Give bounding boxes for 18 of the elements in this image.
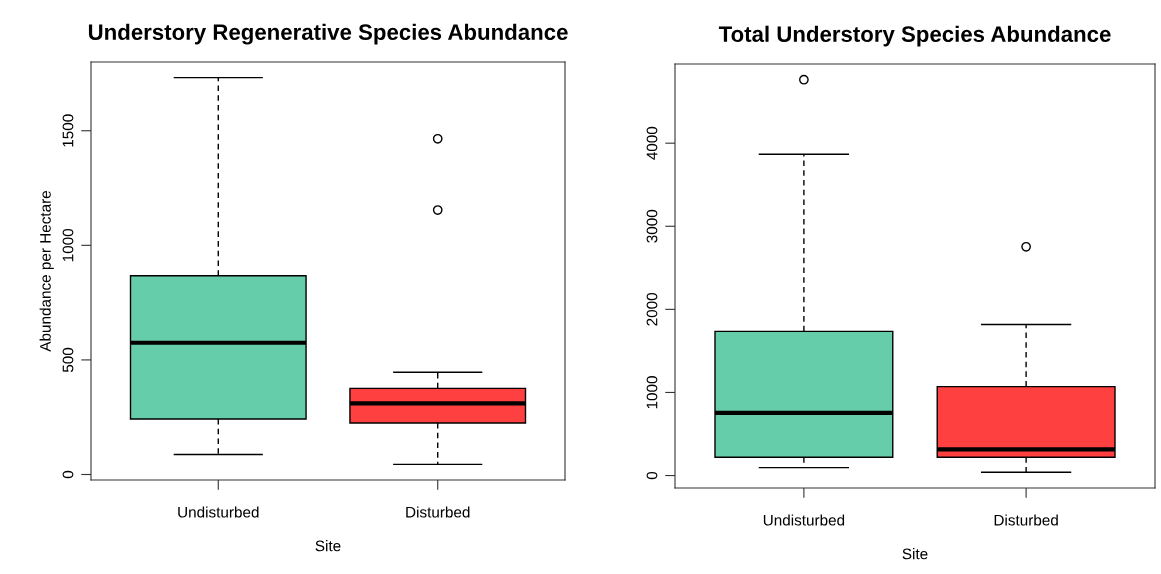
y-tick-label: 0 bbox=[62, 470, 74, 479]
x-tick-label: Undisturbed bbox=[763, 514, 845, 526]
y-tick-label: 0 bbox=[646, 471, 658, 480]
y-tick-label: 1500 bbox=[62, 114, 74, 147]
x-tick-label: Disturbed bbox=[406, 506, 470, 518]
y-tick-label: 1000 bbox=[62, 228, 74, 262]
x-axis-title: Site bbox=[902, 548, 928, 560]
y-tick-label: 3000 bbox=[646, 209, 658, 243]
x-tick-label: Disturbed bbox=[994, 514, 1058, 526]
x-tick-label: Undisturbed bbox=[178, 506, 259, 518]
chart-title: Total Understory Species Abundance bbox=[718, 25, 1111, 47]
x-axis-title: Site bbox=[315, 540, 341, 552]
y-tick-label: 2000 bbox=[646, 292, 658, 326]
y-tick-label: 500 bbox=[62, 347, 74, 373]
y-tick-label: 4000 bbox=[646, 126, 658, 160]
y-axis-title: Abundance per Hectare bbox=[39, 190, 54, 352]
y-tick-label: 1000 bbox=[646, 376, 658, 409]
chart-title: Understory Regenerative Species Abundance bbox=[88, 23, 568, 45]
